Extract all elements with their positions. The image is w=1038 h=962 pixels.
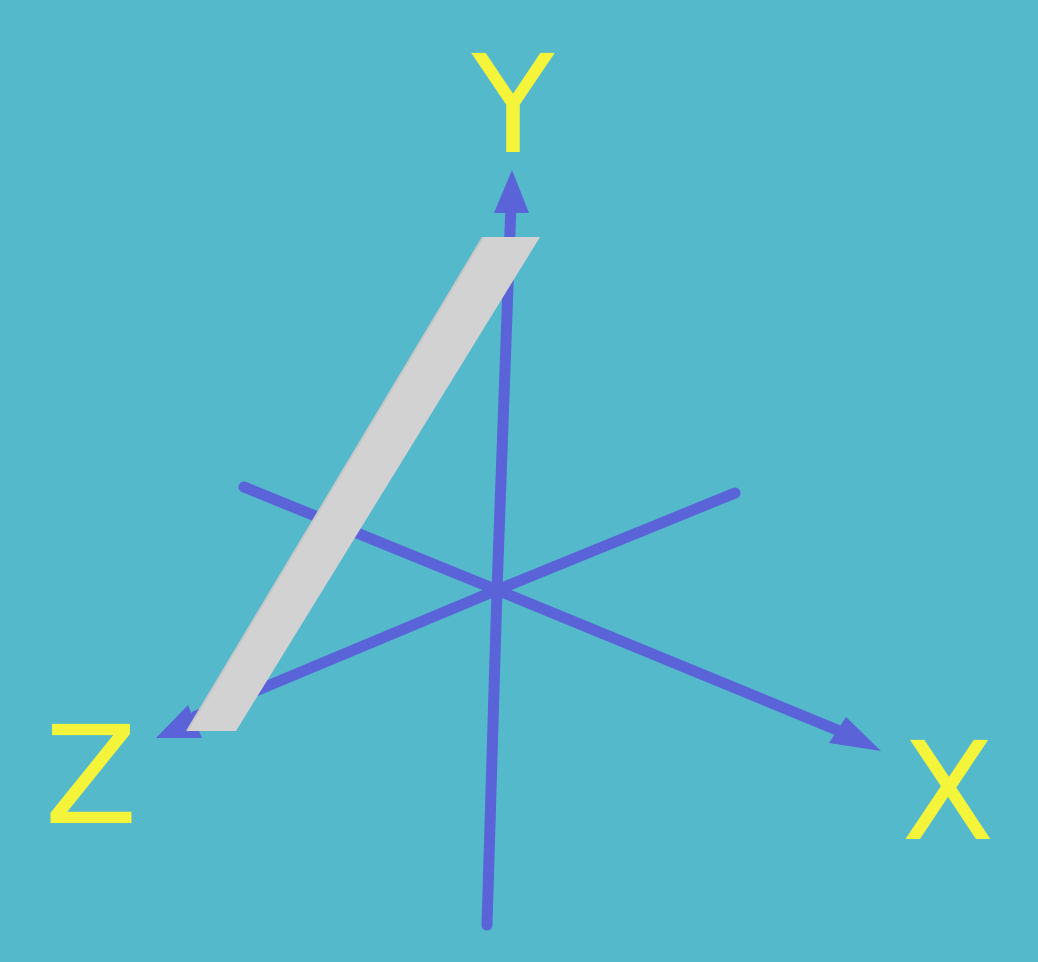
y-axis-negative xyxy=(481,584,503,931)
y-axis-arrowhead xyxy=(494,170,529,213)
x-axis xyxy=(491,584,848,738)
slab xyxy=(187,237,540,731)
slab-edge xyxy=(186,236,484,732)
z-axis-label: Z xyxy=(44,698,137,856)
z-axis-negative xyxy=(491,487,741,596)
y-axis-label: Y xyxy=(470,27,555,185)
x-axis-arrowhead xyxy=(829,717,881,751)
x-axis-label: X xyxy=(901,714,994,872)
x-axis-negative xyxy=(238,481,503,596)
